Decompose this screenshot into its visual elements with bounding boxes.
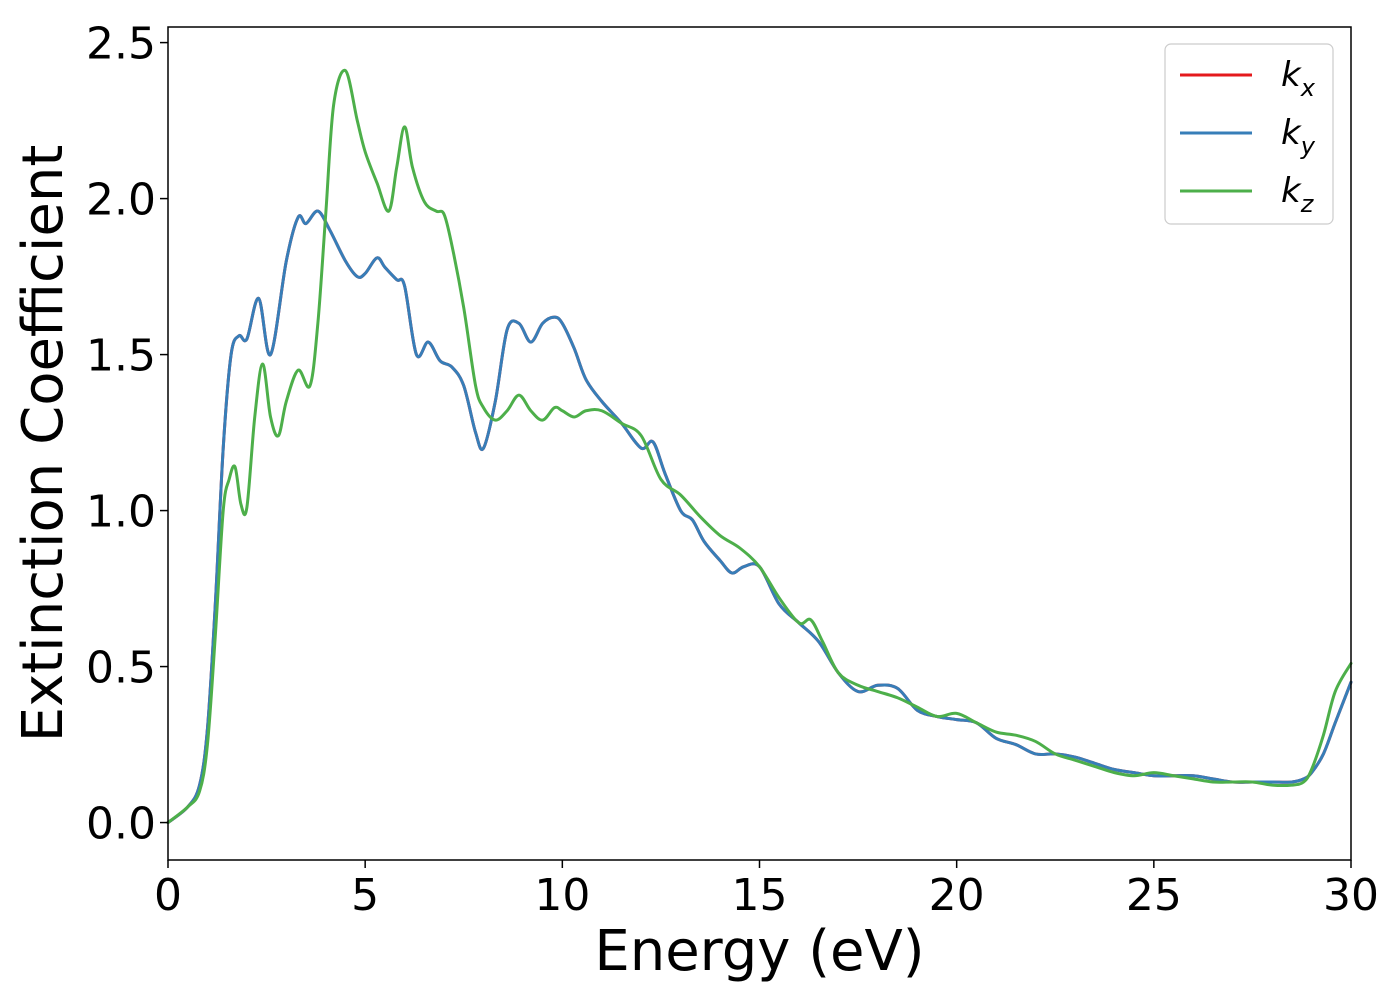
legend-label-base: k <box>1281 171 1302 211</box>
x-axis: 0 5 10 15 20 25 30 <box>154 860 1379 921</box>
plot-background <box>168 27 1351 860</box>
y-tick-label: 1.5 <box>86 331 156 382</box>
y-axis: 0.0 0.5 1.0 1.5 2.0 2.5 <box>86 19 168 850</box>
series-line-y <box>166 209 1353 825</box>
y-tick-label: 2.5 <box>86 19 156 70</box>
legend-label-base: k <box>1281 113 1302 153</box>
x-tick-label: 20 <box>929 870 985 921</box>
legend-label-y: ky <box>1281 113 1316 160</box>
x-axis-title: Energy (eV) <box>594 919 924 984</box>
legend-label-x: kx <box>1281 55 1316 102</box>
legend-label-subscript: y <box>1300 132 1316 160</box>
legend-label-subscript: x <box>1300 74 1316 102</box>
x-tick-label: 5 <box>351 870 379 921</box>
y-axis-title: Extinction Coefficient <box>11 145 76 743</box>
legend-label-subscript: z <box>1300 190 1315 218</box>
x-tick-label: 25 <box>1126 870 1182 921</box>
y-tick-label: 1.0 <box>86 487 156 538</box>
y-tick-label: 0.5 <box>86 643 156 694</box>
y-tick-label: 0.0 <box>86 799 156 850</box>
legend-label-base: k <box>1281 55 1302 95</box>
x-tick-label: 30 <box>1323 870 1379 921</box>
series-line-z <box>166 68 1353 825</box>
series-layer <box>166 68 1353 825</box>
x-tick-label: 15 <box>732 870 788 921</box>
legend-label-z: kz <box>1281 171 1315 218</box>
x-tick-label: 0 <box>154 870 182 921</box>
y-tick-label: 2.0 <box>86 175 156 226</box>
x-tick-label: 10 <box>534 870 590 921</box>
